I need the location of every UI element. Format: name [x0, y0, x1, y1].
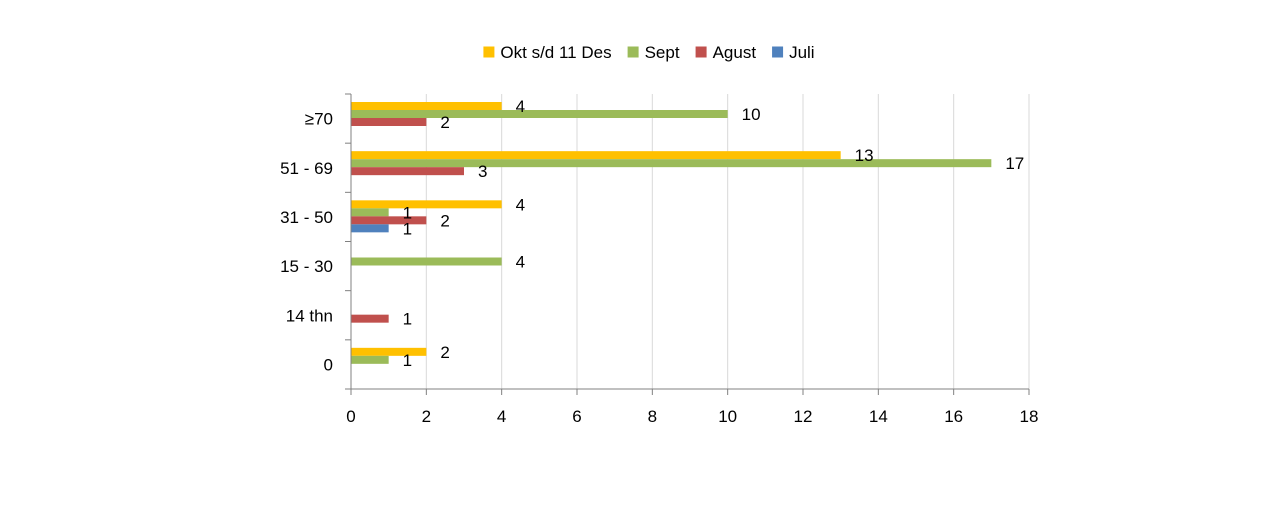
bar-okt-s-d-11-des-1	[351, 151, 841, 160]
x-tick-label: 6	[572, 407, 581, 426]
bar-agust-0	[351, 118, 427, 126]
x-tick-label: 18	[1020, 407, 1039, 426]
legend-label: Juli	[789, 43, 815, 62]
gridlines	[425, 94, 1030, 389]
bar-juli-2	[351, 224, 389, 233]
legend-swatch	[695, 46, 707, 58]
data-label: 1	[403, 219, 412, 238]
data-label: 13	[855, 146, 874, 165]
legend-swatch	[772, 46, 784, 58]
bar-okt-s-d-11-des-0	[351, 102, 502, 110]
y-category-label: 14 thn	[286, 306, 333, 325]
bar-okt-s-d-11-des-5	[351, 347, 427, 356]
x-tick-label: 2	[422, 407, 431, 426]
legend-label: Okt s/d 11 Des	[500, 43, 611, 62]
x-tick-label: 12	[794, 407, 813, 426]
data-label: 1	[403, 351, 412, 370]
bar-sept-5	[351, 355, 389, 364]
bar-agust-2	[351, 216, 427, 225]
data-label: 2	[440, 343, 449, 362]
data-label: 17	[1005, 154, 1024, 173]
bar-agust-4	[351, 314, 389, 323]
legend-swatch	[483, 46, 495, 58]
bars	[351, 102, 992, 364]
data-label: 1	[403, 310, 412, 329]
y-category-label: 0	[324, 355, 333, 374]
x-tick-label: 10	[718, 407, 737, 426]
bar-sept-3	[351, 257, 502, 266]
y-category-label: 51 - 69	[280, 159, 333, 178]
bar-sept-1	[351, 159, 992, 168]
data-label: 3	[478, 162, 487, 181]
legend-label: Agust	[713, 43, 757, 62]
x-tick-label: 16	[944, 407, 963, 426]
legend: Okt s/d 11 Des Sept Agust Juli	[483, 43, 815, 62]
bar-sept-0	[351, 110, 728, 118]
data-label: 4	[516, 97, 525, 116]
x-tick-label: 0	[346, 407, 355, 426]
legend-swatch	[627, 46, 639, 58]
x-tick-label: 14	[869, 407, 888, 426]
y-category-label: ≥70	[305, 110, 333, 129]
bar-agust-1	[351, 167, 464, 176]
x-tick-label: 4	[497, 407, 506, 426]
x-tick-label: 8	[648, 407, 657, 426]
data-label: 1	[403, 203, 412, 222]
data-label: 2	[440, 211, 449, 230]
data-label: 10	[742, 105, 761, 124]
y-category-label: 31 - 50	[280, 208, 333, 227]
data-label: 4	[516, 195, 525, 214]
data-label: 4	[516, 253, 525, 272]
bar-sept-2	[351, 208, 389, 217]
legend-label: Sept	[645, 43, 680, 62]
labels: 4 10 2 13 17 3 4 1 2 1 4 1 2 1	[403, 97, 1025, 370]
y-category-label: 15 - 30	[280, 257, 333, 276]
data-label: 2	[440, 113, 449, 132]
bar-okt-s-d-11-des-2	[351, 200, 502, 209]
